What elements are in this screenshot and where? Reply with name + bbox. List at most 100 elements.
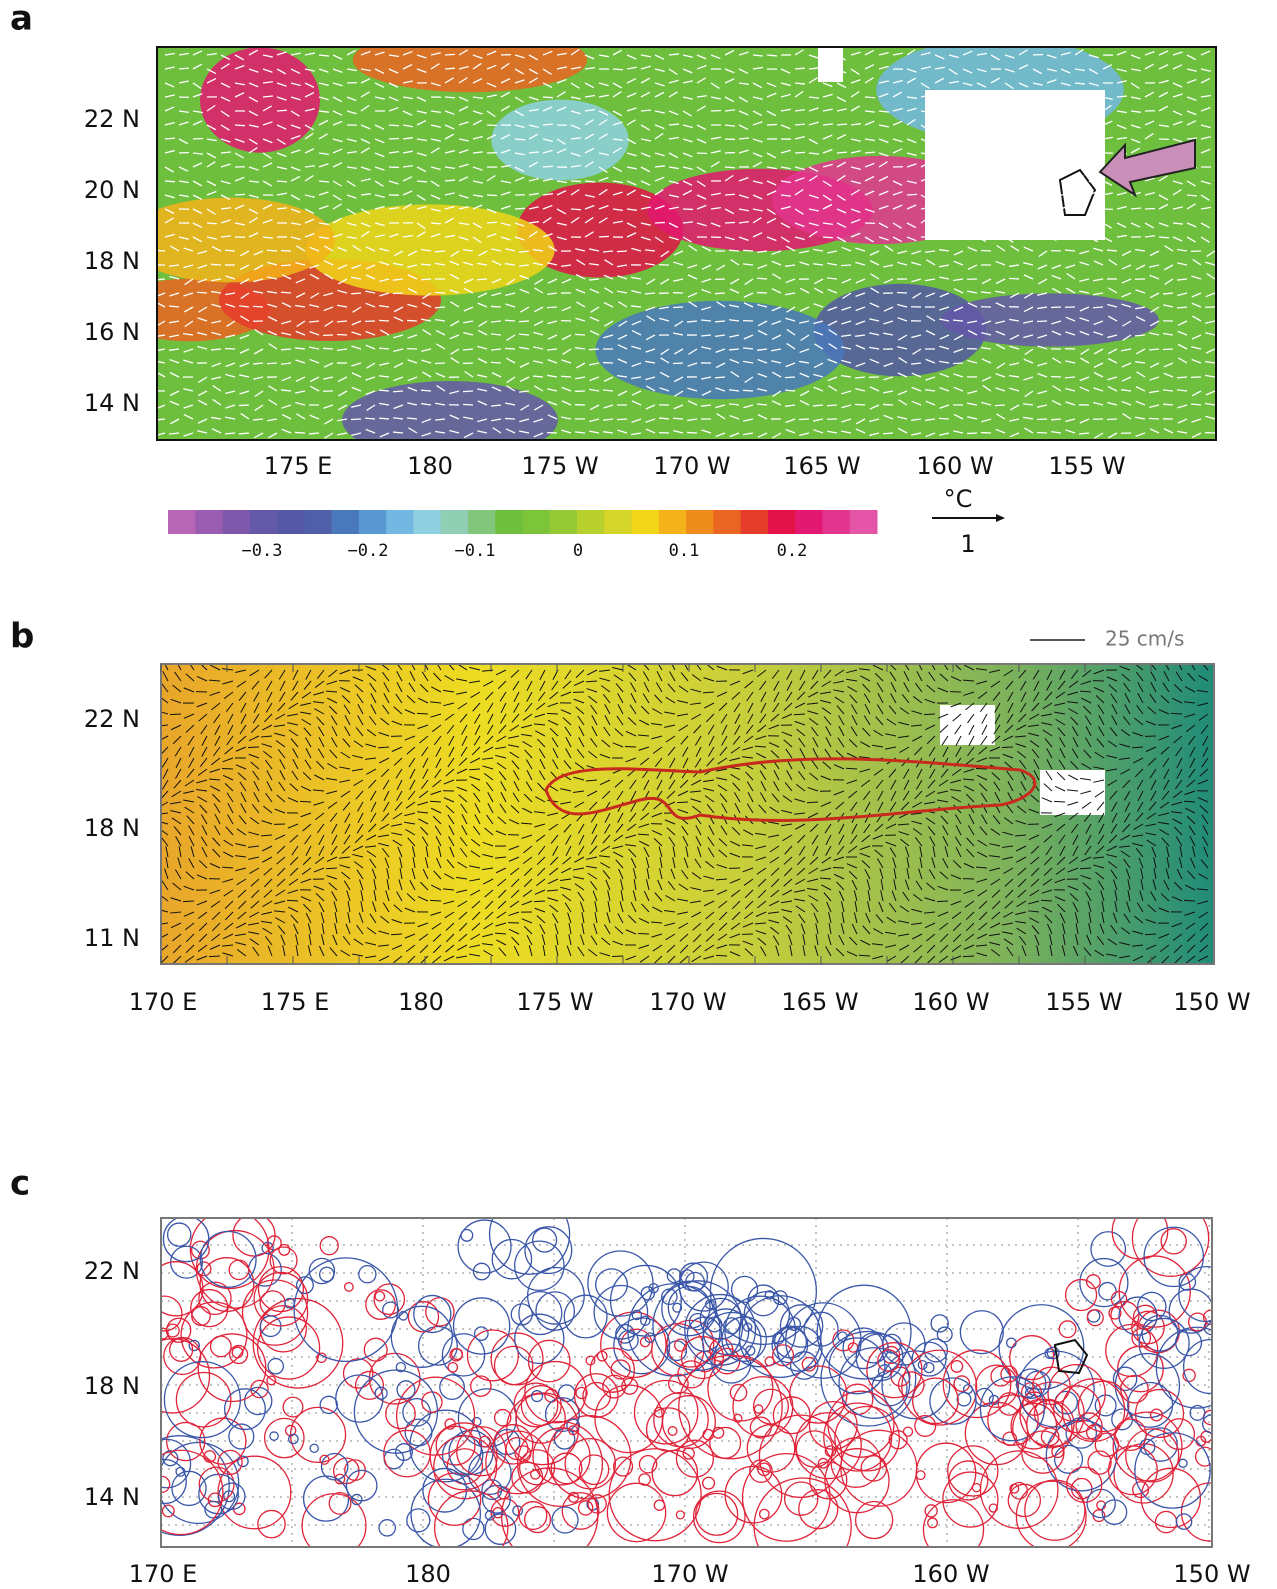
vector (795, 152, 805, 153)
swatch (741, 510, 769, 534)
x-tick-label: 160 W (912, 1560, 989, 1588)
vector (767, 124, 777, 125)
eddy (354, 1370, 437, 1453)
swatch (604, 510, 632, 534)
vector (883, 404, 893, 405)
vector (865, 97, 875, 98)
vector (379, 348, 389, 349)
eddy (463, 1518, 484, 1539)
vector (287, 900, 298, 901)
y-tick-label: 18 N (84, 247, 140, 275)
sst-patch (491, 100, 628, 181)
vector (435, 307, 445, 308)
colorbar-unit: °C (944, 485, 973, 513)
eddy (320, 1455, 329, 1464)
vector (309, 433, 319, 434)
vector (165, 181, 175, 182)
eddy (283, 1397, 303, 1417)
x-tick-label: 165 W (781, 988, 858, 1016)
sst-patch (200, 47, 320, 152)
vector (981, 250, 991, 251)
eddy (359, 1266, 376, 1283)
vector (277, 110, 287, 111)
vector (253, 306, 263, 307)
vector (389, 125, 399, 126)
vector (211, 264, 221, 265)
vector (795, 124, 805, 125)
eddy (683, 1448, 694, 1459)
eddy (532, 1391, 543, 1402)
vector (505, 348, 515, 349)
vector (1019, 153, 1029, 154)
vector (1163, 404, 1173, 405)
eddy (1102, 1500, 1126, 1524)
vector (757, 278, 767, 279)
y-tick-label: 18 N (84, 814, 140, 842)
eddy (1181, 1483, 1239, 1541)
vector (547, 307, 557, 308)
vector (235, 125, 245, 126)
vector (365, 418, 375, 419)
y-tick-label: 16 N (84, 318, 140, 346)
vector (337, 321, 347, 322)
colorbar-tick-label: 0.2 (777, 541, 808, 561)
vector (379, 390, 389, 391)
eddy (490, 1194, 570, 1274)
eddy (1161, 1229, 1186, 1254)
x-tick-label: 180 (405, 1560, 451, 1588)
eddy (1007, 1338, 1016, 1347)
eddy (253, 1298, 343, 1388)
eddy (279, 1244, 290, 1255)
vector (729, 250, 739, 251)
y-tick-label: 11 N (84, 924, 140, 952)
y-tick-label: 22 N (84, 705, 140, 733)
eddy (639, 1474, 650, 1485)
vector (855, 404, 865, 405)
x-tick-label: 170 E (129, 1560, 198, 1588)
vector (435, 292, 445, 293)
eddy (391, 1306, 452, 1367)
vector (1117, 96, 1127, 97)
swatch (523, 510, 551, 534)
vector (1107, 419, 1117, 420)
x-tick-label: 165 W (783, 452, 860, 480)
vector (515, 208, 525, 209)
vector (337, 334, 347, 335)
vector (487, 222, 497, 223)
eddy (960, 1311, 1003, 1354)
vector (1184, 900, 1195, 901)
swatch (304, 510, 332, 534)
vector (865, 152, 875, 153)
swatch (632, 510, 660, 534)
vector (1047, 97, 1057, 98)
x-tick-label: 150 W (1173, 1560, 1250, 1588)
panel-label: c (10, 1164, 30, 1204)
eddy (754, 1478, 851, 1575)
x-tick-label: 160 W (912, 988, 989, 1016)
vector (421, 390, 431, 391)
vector (281, 292, 291, 293)
swatch (795, 510, 823, 534)
vector (883, 433, 893, 434)
eddy (149, 1262, 203, 1316)
eddy (533, 1428, 590, 1485)
vector (1033, 110, 1043, 111)
vector (463, 404, 473, 405)
vector (1107, 250, 1117, 251)
eddy (928, 1518, 938, 1528)
vector (277, 181, 287, 182)
x-tick-label: 175 E (264, 452, 333, 480)
vector (1061, 236, 1071, 237)
vector (491, 306, 501, 307)
vector (300, 801, 311, 802)
colorbar-tick-label: −0.2 (348, 541, 389, 561)
x-tick-label: 170 W (649, 988, 726, 1016)
vector (1135, 335, 1145, 336)
eddy (825, 1449, 889, 1513)
eddy (703, 1477, 715, 1489)
eddy (494, 1346, 532, 1384)
vector (445, 54, 455, 55)
eddy (346, 1470, 376, 1500)
vector (743, 390, 753, 391)
swatch (468, 510, 496, 534)
